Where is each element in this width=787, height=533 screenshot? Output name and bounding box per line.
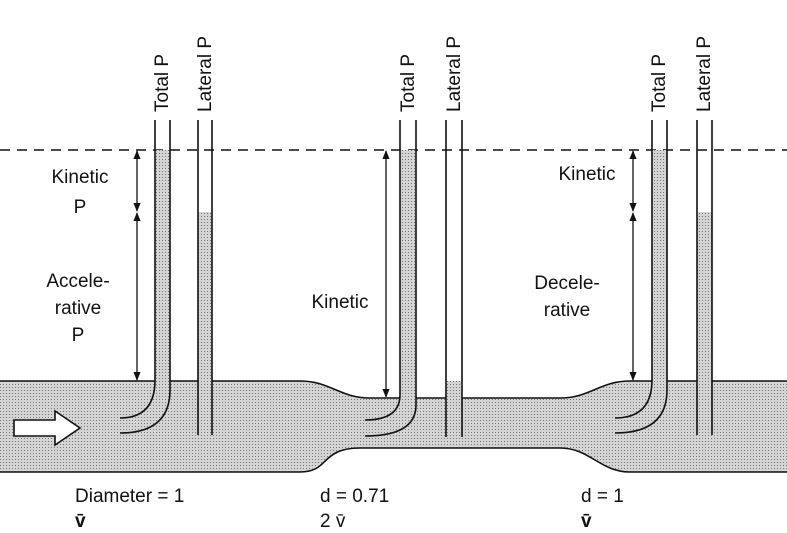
tubes — [119, 120, 713, 437]
annotation: Decele- — [534, 273, 599, 294]
annotation: rative — [55, 298, 101, 319]
tube-labels: Total P Lateral P Total P Lateral P Tota… — [152, 36, 715, 112]
caption: d = 1 — [581, 486, 624, 507]
annotation: rative — [544, 300, 590, 321]
arrows — [133, 150, 637, 398]
annotation: Kinetic — [51, 167, 108, 188]
annotation: Kinetic — [558, 164, 615, 185]
annotation: Accele- — [46, 271, 109, 292]
flow-arrow — [13, 409, 82, 447]
caption: Diameter = 1 — [75, 486, 184, 507]
tube-label: Lateral P — [694, 36, 715, 112]
tube-label: Total P — [152, 54, 173, 112]
caption: d = 0.71 — [320, 486, 389, 507]
annotations: Kinetic P Accele- rative P Kinetic Kinet… — [46, 164, 615, 346]
tube-label: Lateral P — [444, 36, 465, 112]
tube-label: Total P — [398, 54, 419, 112]
annotation: P — [72, 325, 85, 346]
captions: Diameter = 1 v̄ d = 0.71 2 v̄ d = 1 v̄ — [75, 486, 624, 532]
caption: v̄ — [75, 511, 86, 532]
caption: 2 v̄ — [320, 511, 346, 532]
annotation: Kinetic — [311, 292, 368, 313]
tube-label: Lateral P — [195, 36, 216, 112]
annotation: P — [74, 197, 87, 218]
tube-label: Total P — [649, 54, 670, 112]
caption: v̄ — [581, 511, 592, 532]
